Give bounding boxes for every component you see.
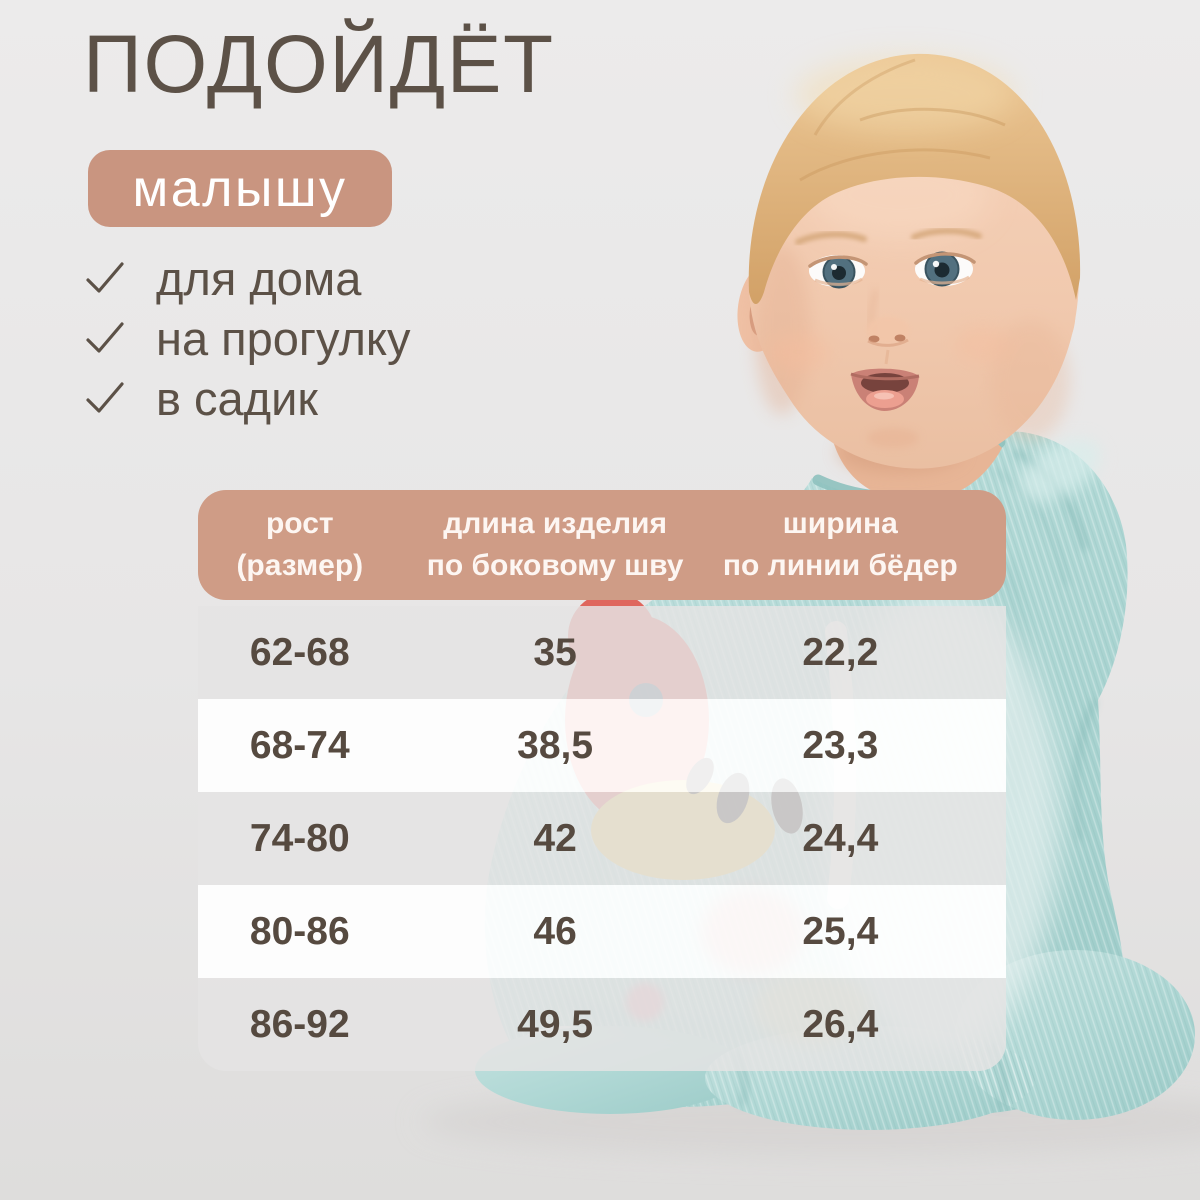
right-eye xyxy=(914,251,976,287)
size-row: 80-86 46 25,4 xyxy=(198,885,1006,978)
cell-width: 23,3 xyxy=(802,723,879,767)
cell-height: 86-92 xyxy=(249,1002,350,1046)
size-row: 74-80 42 24,4 xyxy=(198,792,1006,885)
feature-label: на прогулку xyxy=(156,311,411,365)
check-icon xyxy=(86,382,124,413)
feature-label: в садик xyxy=(156,371,318,425)
size-table: рост (размер) длина изделия по боковому … xyxy=(198,490,1006,1071)
check-icon xyxy=(86,322,124,353)
cell-length: 46 xyxy=(533,909,577,953)
page-title: ПОДОЙДЁТ xyxy=(83,19,555,110)
feature-item: в садик xyxy=(84,368,411,428)
baby-head xyxy=(737,53,1081,469)
cell-width: 22,2 xyxy=(802,630,879,674)
left-eye xyxy=(808,255,868,289)
check-icon xyxy=(86,262,124,293)
feature-item: для дома xyxy=(84,248,411,308)
cell-length: 49,5 xyxy=(517,1002,594,1046)
cell-length: 35 xyxy=(533,630,577,674)
audience-badge: малышу xyxy=(88,150,392,227)
cell-length: 42 xyxy=(533,816,577,860)
size-table-body: 62-68 35 22,2 68-74 38,5 23,3 74-80 42 2… xyxy=(198,606,1006,1071)
cell-height: 62-68 xyxy=(249,630,350,674)
cell-length: 38,5 xyxy=(517,723,594,767)
col-header-height: рост (размер) xyxy=(236,507,364,582)
cell-height: 80-86 xyxy=(249,909,350,953)
size-row: 68-74 38,5 23,3 xyxy=(198,699,1006,792)
cell-width: 25,4 xyxy=(802,909,879,953)
cell-width: 24,4 xyxy=(802,816,879,860)
cell-height: 74-80 xyxy=(249,816,350,860)
feature-list: для дома на прогулку в садик xyxy=(84,248,411,428)
col-header-width: ширина по линии бёдер xyxy=(722,507,958,582)
size-table-header: рост (размер) длина изделия по боковому … xyxy=(198,490,1006,600)
size-row: 86-92 49,5 26,4 xyxy=(198,978,1006,1071)
cell-width: 26,4 xyxy=(802,1002,879,1046)
cell-height: 68-74 xyxy=(249,723,350,767)
feature-label: для дома xyxy=(156,251,362,305)
feature-item: на прогулку xyxy=(84,308,411,368)
size-row: 62-68 35 22,2 xyxy=(198,606,1006,699)
col-header-length: длина изделия по боковому шву xyxy=(426,507,684,582)
